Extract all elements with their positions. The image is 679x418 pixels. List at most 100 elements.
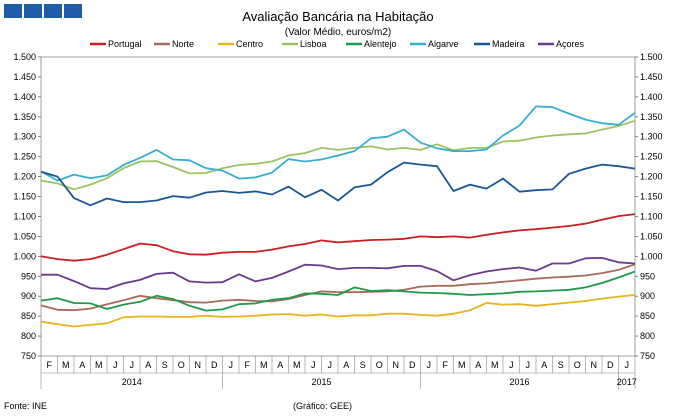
y-tick-label-right: 1.400 — [640, 92, 663, 102]
y-tick-label-left: 1.500 — [13, 52, 36, 62]
y-tick-label-right: 1.300 — [640, 132, 663, 142]
legend-label: Madeira — [492, 39, 525, 49]
y-tick-label-right: 850 — [640, 311, 655, 321]
x-month-label: O — [574, 360, 581, 370]
legend-label: Alentejo — [364, 39, 397, 49]
series-line-madeira — [40, 161, 636, 207]
x-month-label: S — [360, 360, 366, 370]
x-month-label: O — [376, 360, 383, 370]
logo-square-2 — [24, 4, 42, 18]
x-month-label: J — [427, 360, 432, 370]
y-tick-label-right: 1.100 — [640, 211, 663, 221]
series-lines — [40, 105, 636, 328]
y-tick-label-right: 900 — [640, 291, 655, 301]
axes: 750 750 800 800 850 850 900 900 950 950 1.000 1.000… — [13, 52, 663, 389]
y-tick-label-left: 1.400 — [13, 92, 36, 102]
chart-title: Avaliação Bancária na Habitação — [242, 9, 433, 24]
year-label: 2015 — [311, 377, 331, 387]
x-month-label: F — [47, 360, 53, 370]
plot-border — [40, 56, 636, 357]
y-tick-label-left: 1.200 — [13, 172, 36, 182]
logo-square-1 — [4, 4, 22, 18]
x-month-label: D — [211, 360, 218, 370]
x-month-label: D — [607, 360, 614, 370]
y-tick-label-left: 750 — [21, 351, 36, 361]
y-tick-label-right: 1.000 — [640, 251, 663, 261]
x-month-label: A — [145, 360, 151, 370]
x-month-label: S — [162, 360, 168, 370]
y-tick-label-right: 950 — [640, 271, 655, 281]
series-line-alentejo — [40, 270, 636, 312]
legend: Portugal Norte Centro Lisboa Alentejo Algarve… — [90, 39, 585, 49]
x-month-label: J — [311, 360, 316, 370]
y-tick-label-right: 1.350 — [640, 112, 663, 122]
x-month-label: J — [113, 360, 118, 370]
legend-label: Norte — [172, 39, 194, 49]
series-line-açores — [41, 256, 636, 290]
x-month-label: A — [79, 360, 85, 370]
x-month-label: J — [229, 360, 234, 370]
y-tick-label-left: 1.000 — [13, 251, 36, 261]
x-month-label: F — [443, 360, 449, 370]
series-line-centro — [40, 294, 636, 328]
source-note: Fonte: INE — [4, 401, 47, 411]
x-month-label: A — [343, 360, 349, 370]
x-month-label: F — [245, 360, 251, 370]
logo-square-3 — [44, 4, 62, 18]
x-month-label: A — [475, 360, 481, 370]
y-tick-label-right: 800 — [640, 331, 655, 341]
y-tick-label-right: 1.450 — [640, 72, 663, 82]
legend-label: Açores — [556, 39, 585, 49]
legend-label: Lisboa — [300, 39, 327, 49]
y-tick-label-left: 900 — [21, 291, 36, 301]
x-month-label: J — [509, 360, 514, 370]
x-month-label: J — [130, 360, 135, 370]
y-tick-label-right: 1.050 — [640, 231, 663, 241]
y-tick-label-left: 1.050 — [13, 231, 36, 241]
x-month-label: D — [409, 360, 416, 370]
x-month-label: N — [591, 360, 598, 370]
x-month-label: N — [393, 360, 400, 370]
y-tick-label-left: 1.250 — [13, 152, 36, 162]
logo-square-4 — [64, 4, 82, 18]
x-month-label: A — [541, 360, 547, 370]
year-label: 2017 — [617, 377, 637, 387]
x-month-label: J — [328, 360, 333, 370]
x-month-label: J — [625, 360, 630, 370]
series-line-norte — [40, 263, 636, 312]
x-month-label: M — [260, 360, 268, 370]
year-label: 2014 — [122, 377, 142, 387]
series-line-portugal — [40, 213, 636, 262]
y-tick-label-left: 800 — [21, 331, 36, 341]
y-tick-label-left: 950 — [21, 271, 36, 281]
x-month-label: J — [526, 360, 531, 370]
y-tick-label-right: 1.200 — [640, 172, 663, 182]
series-line-lisboa — [40, 119, 636, 191]
x-month-label: M — [458, 360, 466, 370]
x-month-label: S — [558, 360, 564, 370]
x-month-label: O — [178, 360, 185, 370]
chart-credit: (Gráfico: GEE) — [293, 401, 352, 411]
y-tick-label-right: 1.500 — [640, 52, 663, 62]
chart-subtitle: (Valor Médio, euros/m2) — [285, 27, 392, 38]
y-tick-label-left: 1.300 — [13, 132, 36, 142]
y-tick-label-left: 1.450 — [13, 72, 36, 82]
y-tick-label-right: 1.150 — [640, 192, 663, 202]
y-tick-label-right: 750 — [640, 351, 655, 361]
x-month-label: N — [195, 360, 202, 370]
x-month-label: M — [491, 360, 499, 370]
y-tick-label-left: 1.150 — [13, 192, 36, 202]
x-month-label: M — [95, 360, 103, 370]
legend-label: Algarve — [428, 39, 459, 49]
y-tick-label-left: 850 — [21, 311, 36, 321]
plot-area — [40, 56, 636, 357]
y-tick-label-left: 1.350 — [13, 112, 36, 122]
x-month-label: M — [293, 360, 301, 370]
legend-label: Portugal — [108, 39, 142, 49]
legend-label: Centro — [236, 39, 263, 49]
series-line-algarve — [40, 105, 636, 182]
y-tick-label-left: 1.100 — [13, 211, 36, 221]
y-tick-label-right: 1.250 — [640, 152, 663, 162]
x-month-label: A — [277, 360, 283, 370]
